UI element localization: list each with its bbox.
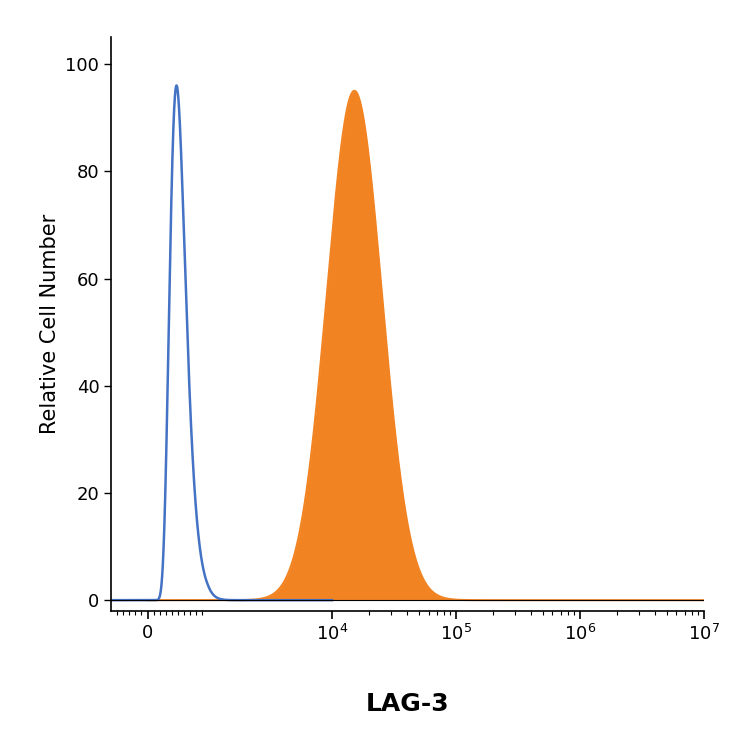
Text: LAG-3: LAG-3 [366,692,449,716]
Y-axis label: Relative Cell Number: Relative Cell Number [40,214,60,434]
